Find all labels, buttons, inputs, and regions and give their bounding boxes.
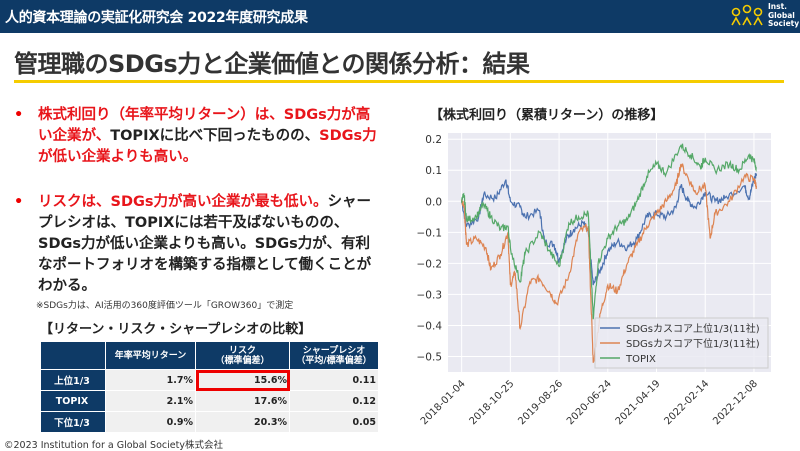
legend-label: TOPIX xyxy=(625,354,656,365)
legend-label: SDGsカスコア下位1/3(11社) xyxy=(626,337,760,350)
bullet-text: TOPIXに比べ下回ったものの、 xyxy=(110,128,320,144)
table-title: 【リターン・リスク・シャープレシオの比較】 xyxy=(40,322,312,337)
bullet-marker: • xyxy=(14,194,24,210)
y-tick-label: 0.0 xyxy=(425,196,442,208)
bullet-text-red: リスクは、SDGs力が高い企業が最も低い。 xyxy=(38,194,328,210)
logo: Inst. Global Society xyxy=(730,2,800,31)
cell: 0.12 xyxy=(289,390,379,412)
logo-text: Inst. Global Society xyxy=(768,2,800,28)
cell: 1.7% xyxy=(105,369,196,391)
y-tick-label: 0.1 xyxy=(425,165,442,177)
legend-label: SDGsカスコア上位1/3(11社) xyxy=(626,322,760,335)
header-title: 人的資本理論の実証化研究会 2022年度研究成果 xyxy=(5,10,308,26)
cell: 0.05 xyxy=(289,411,379,433)
series-line-0 xyxy=(461,173,757,286)
page-title: 管理職のSDGs力と企業価値との関係分析：結果 xyxy=(14,50,530,78)
x-tick-label: 2019-08-26 xyxy=(516,378,565,427)
row-label: TOPIX xyxy=(40,390,106,412)
x-tick-label: 2018-10-25 xyxy=(468,378,517,427)
bullet-text-red: SDGs力が低い企業よりも高い。 xyxy=(38,128,377,165)
cell: 0.9% xyxy=(105,411,196,433)
y-tick-label: −0.3 xyxy=(417,289,443,301)
x-tick-label: 2022-12-08 xyxy=(711,378,760,427)
bullet-return: • 株式利回り（年率平均リターン）は、SDGs力が高い企業が、TOPIXに比べ下… xyxy=(14,105,384,168)
row-label: 上位1/3 xyxy=(40,369,106,391)
bullet-risk: • リスクは、SDGs力が高い企業が最も低い。シャープレシオは、TOPIXには若… xyxy=(14,192,384,297)
bullet-text-red: 株式利回り（年率平均リターン）は、SDGs力が高い企業が、 xyxy=(38,107,371,144)
y-tick-label: −0.5 xyxy=(417,351,443,363)
y-tick-label: −0.1 xyxy=(417,227,443,239)
x-tick-label: 2022-02-14 xyxy=(662,378,711,427)
series-line-2 xyxy=(461,143,757,320)
cell: 0.11 xyxy=(289,369,379,391)
row-label: 下位1/3 xyxy=(40,411,106,433)
x-tick-label: 2021-04-19 xyxy=(614,378,663,427)
header-cell: シャープレシオ （平均/標準偏差） xyxy=(289,341,379,370)
logo-people-icon xyxy=(731,4,763,26)
header-bar: 人的資本理論の実証化研究会 2022年度研究成果 Inst. Global Soci… xyxy=(0,0,800,33)
bullet-marker: • xyxy=(14,107,24,123)
chart-title: 【株式利回り（累積リターン）の推移】 xyxy=(430,108,664,123)
cell: 17.6% xyxy=(195,390,290,412)
y-tick-label: −0.4 xyxy=(417,320,443,332)
table-row: 下位1/3 0.9% 20.3% 0.05 xyxy=(40,411,379,433)
cell: 20.3% xyxy=(195,411,290,433)
legend xyxy=(594,317,769,369)
header-cell: リスク （標準偏差） xyxy=(195,341,290,370)
header-cell: 年率平均リターン xyxy=(105,341,196,370)
table-row: TOPIX 2.1% 17.6% 0.12 xyxy=(40,390,379,412)
x-tick-label: 2018-01-04 xyxy=(419,378,468,427)
table-header: 年率平均リターン リスク （標準偏差） シャープレシオ （平均/標準偏差） xyxy=(40,341,379,370)
title-underline xyxy=(14,80,784,83)
highlighted-cell: 15.6% xyxy=(195,369,290,391)
comparison-table: 年率平均リターン リスク （標準偏差） シャープレシオ （平均/標準偏差） 上位… xyxy=(40,341,379,433)
series-line-1 xyxy=(461,163,757,363)
y-tick-label: 0.2 xyxy=(425,134,442,146)
bullet-text: シャープレシオは、TOPIXには若干及ばないものの、SDGs力が低い企業よりも高… xyxy=(38,194,372,294)
copyright: ©2023 Institution for a Global Society株式… xyxy=(4,440,223,451)
footnote: ※SDGs力は、AI活用の360度評価ツール「GROW360」で測定 xyxy=(36,301,294,311)
table-row: 上位1/3 1.7% 15.6% 0.11 xyxy=(40,369,379,391)
x-tick-label: 2020-06-24 xyxy=(565,378,614,427)
cell: 2.1% xyxy=(105,390,196,412)
header-cell xyxy=(40,341,106,370)
y-tick-label: −0.2 xyxy=(417,258,443,270)
